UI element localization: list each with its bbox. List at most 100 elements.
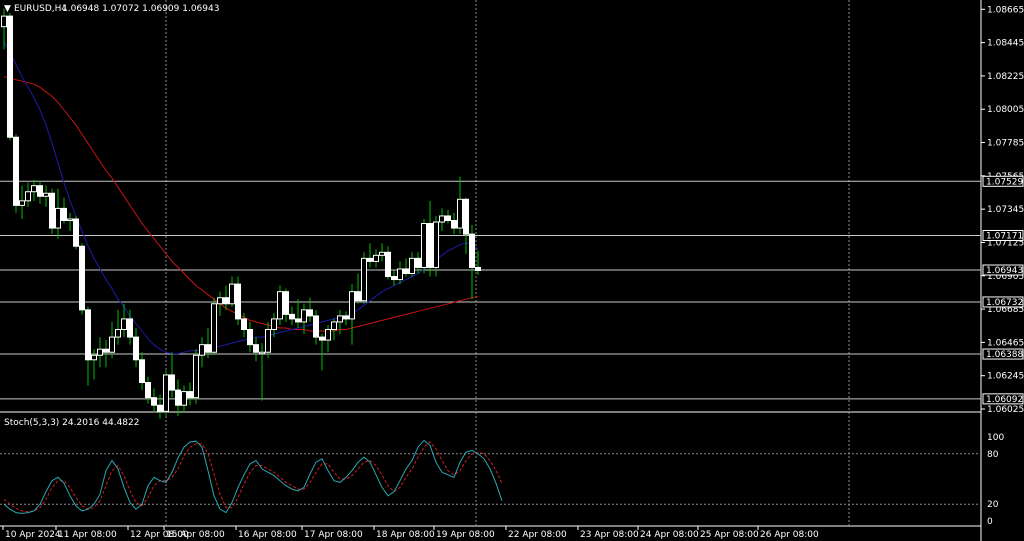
candle-body-bull xyxy=(115,329,121,338)
candle-body-bull xyxy=(373,254,379,262)
candle-body-bear xyxy=(469,233,475,268)
candle-body-bear xyxy=(7,15,13,138)
price-line-label-box xyxy=(982,296,1024,308)
candle-body-bull xyxy=(43,192,49,197)
price-line-label-box xyxy=(982,229,1024,241)
time-tick-label: 11 Apr 08:00 xyxy=(58,530,117,540)
candle-body-bull xyxy=(97,348,103,356)
price-tick-label: 1.08665 xyxy=(987,5,1024,15)
candle-body-bull xyxy=(181,391,187,406)
candle-body-bear xyxy=(343,315,349,320)
price-tick-label: 1.06905 xyxy=(987,272,1024,282)
time-tick-label: 12 Apr 08:00 xyxy=(130,530,189,540)
price-tick-label: 1.06465 xyxy=(987,338,1024,348)
candle-body-bear xyxy=(307,309,313,317)
stochastic-panel: 100 80 20 0 xyxy=(0,433,1004,527)
candle-body-bull xyxy=(337,315,343,323)
candle-body-bear xyxy=(319,336,325,341)
stoch-main-line xyxy=(3,439,503,514)
candle-body-bull xyxy=(199,344,205,356)
price-line-label: 1.07171 xyxy=(986,231,1023,241)
candle-body-bull xyxy=(331,321,337,331)
candle-body-bull xyxy=(271,318,277,331)
time-tick-label: 23 Apr 08:00 xyxy=(580,530,639,540)
menu-chevron-icon[interactable]: ▼ xyxy=(4,4,11,14)
candle-body-bear xyxy=(247,329,253,346)
candle-body-bull xyxy=(397,268,403,281)
candle-body-bear xyxy=(151,397,157,406)
candle-body-bull xyxy=(361,257,367,302)
ma-fast-series xyxy=(3,41,479,355)
candle-body-bull xyxy=(229,283,235,305)
candle-body-bull xyxy=(265,329,271,353)
candle-body-bear xyxy=(451,220,457,229)
candle-body-bear xyxy=(445,215,451,222)
candle-body-bear xyxy=(355,291,361,302)
candle-body-bear xyxy=(103,348,109,353)
candle-body-bear xyxy=(13,136,19,206)
candle-body-bull xyxy=(31,185,37,193)
stoch-level-label: 80 xyxy=(987,450,999,460)
stoch-level-label: 0 xyxy=(987,517,993,527)
candles xyxy=(1,8,481,419)
price-tick-label: 1.08445 xyxy=(987,39,1024,49)
candle-body-bull xyxy=(1,15,7,28)
candle-body-bull xyxy=(379,251,385,256)
time-tick-label: 26 Apr 08:00 xyxy=(760,530,819,540)
candle-body-bear xyxy=(313,315,319,338)
candle-body-bear xyxy=(49,192,55,229)
candle-body-bull xyxy=(349,291,355,320)
candle-body-bear xyxy=(241,318,247,331)
candle-body-bull xyxy=(259,351,265,355)
candle-body-bear xyxy=(283,291,289,315)
price-line-label: 1.06388 xyxy=(986,350,1023,360)
time-tick-label: 10 Apr 2024 xyxy=(5,530,61,540)
price-line-label-box xyxy=(982,264,1024,276)
candle-body-bear xyxy=(139,359,145,384)
candle-body-bear xyxy=(79,245,85,311)
candle-body-bear xyxy=(175,389,181,406)
price-tick-label: 1.06245 xyxy=(987,372,1024,382)
candle-body-bull xyxy=(325,329,331,341)
candle-body-bull xyxy=(409,257,415,274)
candle-body-bear xyxy=(295,318,301,323)
candle-body-bear xyxy=(385,251,391,278)
price-tick-label: 1.07345 xyxy=(987,205,1024,215)
candle-body-bear xyxy=(427,223,433,268)
candle-body-bull xyxy=(55,207,61,229)
candle-body-bear xyxy=(391,276,397,281)
price-tick-label: 1.06025 xyxy=(987,405,1024,415)
candle-body-bull xyxy=(301,309,307,323)
time-tick-label: 19 Apr 08:00 xyxy=(436,530,495,540)
price-line-label: 1.06732 xyxy=(986,298,1023,308)
candle-body-bull xyxy=(91,354,97,361)
candle-body-bull xyxy=(121,318,127,331)
candle-body-bear xyxy=(157,404,163,412)
price-axis: 1.08665 1.08445 1.08225 1.08005 1.07785 1.075… xyxy=(981,5,1024,415)
ma-fast-line xyxy=(3,41,479,355)
candle-body-bull xyxy=(421,223,427,268)
price-tick-label: 1.07785 xyxy=(987,139,1024,149)
stoch-label: Stoch(5,3,3) 24.2016 44.4822 xyxy=(4,418,139,428)
candle-body-bear xyxy=(223,297,229,305)
price-tick-label: 1.08225 xyxy=(987,72,1024,82)
stoch-level-label: 20 xyxy=(987,500,999,510)
candle-body-bull xyxy=(163,374,169,412)
candle-body-bear xyxy=(463,198,469,235)
candle-body-bull xyxy=(277,291,283,320)
candle-body-bear xyxy=(127,318,133,338)
candle-body-bull xyxy=(67,218,73,222)
price-line-label-box xyxy=(982,348,1024,360)
price-line-label: 1.06092 xyxy=(986,395,1023,405)
candle-body-bull xyxy=(25,191,31,202)
price-line-label: 1.07529 xyxy=(986,177,1023,187)
time-tick-label: 18 Apr 08:00 xyxy=(376,530,435,540)
candle-body-bear xyxy=(415,257,421,268)
candle-body-bear xyxy=(85,309,91,361)
candle-body-bear xyxy=(169,374,175,391)
candle-body-bear xyxy=(73,218,79,247)
time-tick-label: 15 Apr 08:00 xyxy=(166,530,225,540)
